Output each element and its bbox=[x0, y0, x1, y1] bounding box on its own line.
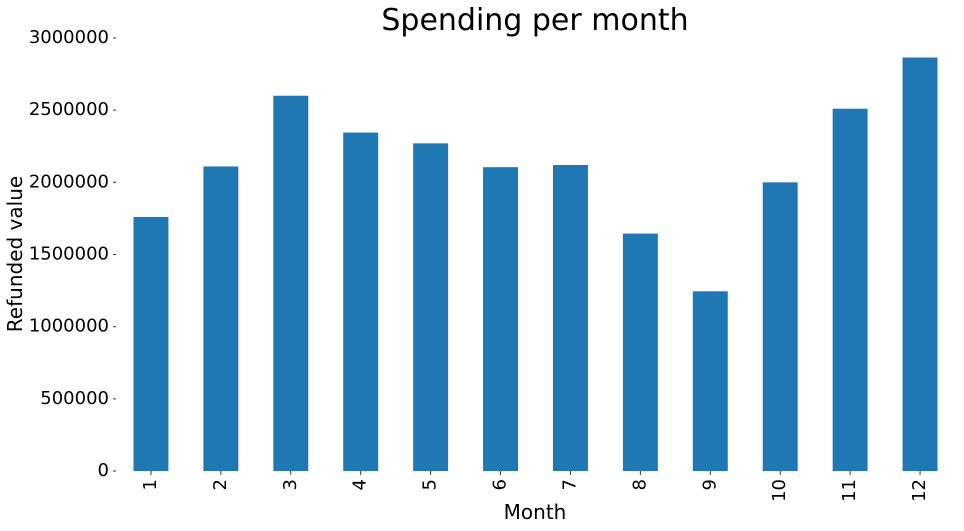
bar bbox=[343, 132, 379, 471]
y-tick-label: 2000000 bbox=[29, 171, 109, 192]
bar bbox=[413, 143, 449, 471]
y-axis: 0 500000 1000000 1500000 2000000 2500000 30000… bbox=[29, 27, 116, 481]
y-tick-label: 1000000 bbox=[29, 316, 109, 337]
x-tick-label: 9 bbox=[699, 479, 720, 490]
y-tick-label: 3000000 bbox=[29, 27, 109, 48]
x-tick-label: 2 bbox=[210, 479, 231, 490]
y-tick-label: 2500000 bbox=[29, 99, 109, 120]
bar bbox=[692, 291, 728, 471]
x-tick-label: 12 bbox=[909, 479, 930, 502]
bars-group bbox=[133, 57, 938, 472]
x-tick-label: 10 bbox=[769, 479, 790, 502]
x-tick-label: 5 bbox=[420, 479, 441, 490]
x-tick-label: 1 bbox=[140, 479, 161, 490]
bar bbox=[622, 233, 658, 471]
y-tick-label: 0 bbox=[98, 460, 109, 481]
bar bbox=[832, 108, 868, 472]
x-axis: 1 2 3 4 5 6 7 8 9 10 11 12 bbox=[140, 471, 930, 502]
x-tick-label: 6 bbox=[490, 479, 511, 490]
bar bbox=[762, 182, 798, 472]
x-tick-label: 8 bbox=[629, 479, 650, 490]
chart-title: Spending per month bbox=[381, 3, 688, 38]
y-tick-label: 500000 bbox=[40, 388, 109, 409]
bar bbox=[483, 167, 519, 471]
x-axis-label: Month bbox=[504, 500, 567, 524]
x-tick-label: 7 bbox=[559, 479, 580, 490]
bar bbox=[273, 95, 309, 471]
bar bbox=[203, 166, 239, 471]
bar bbox=[902, 57, 938, 472]
bar bbox=[133, 216, 169, 471]
y-tick-label: 1500000 bbox=[29, 244, 109, 265]
x-tick-label: 3 bbox=[280, 479, 301, 490]
x-tick-label: 4 bbox=[350, 479, 371, 490]
x-tick-label: 11 bbox=[839, 479, 860, 502]
y-axis-label: Refunded value bbox=[3, 176, 27, 332]
bar bbox=[552, 165, 588, 471]
